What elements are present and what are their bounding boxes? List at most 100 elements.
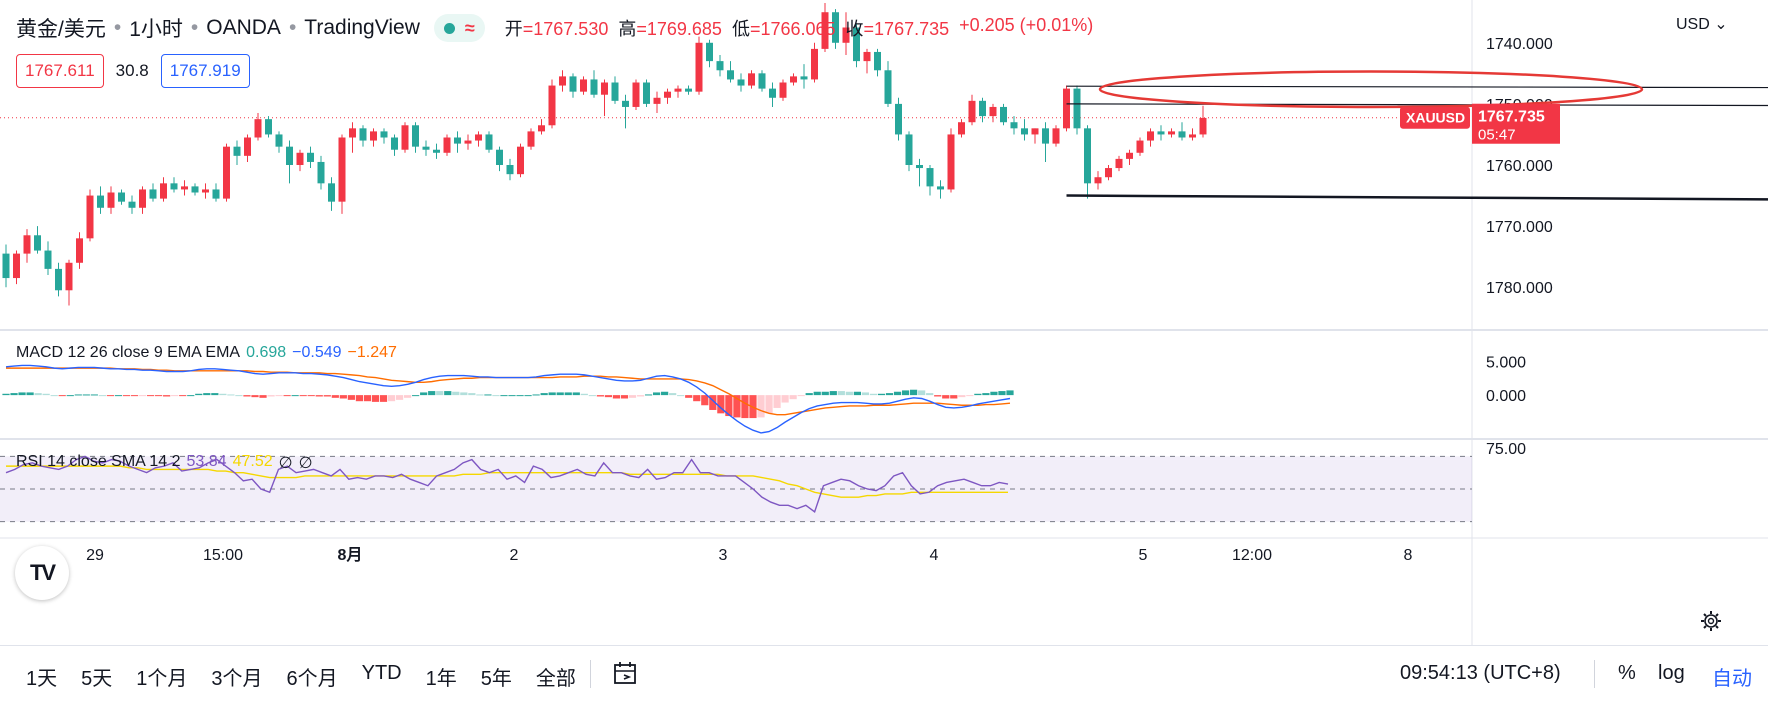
macd-signal-line	[6, 368, 1010, 415]
macd-histogram-bar	[420, 392, 427, 395]
candle-body	[601, 83, 608, 95]
trend-line-middle-line	[1067, 104, 1768, 106]
candle-body	[465, 141, 472, 144]
range-button[interactable]: 5年	[469, 662, 524, 691]
macd-histogram-bar	[629, 395, 636, 398]
macd-histogram-bar	[549, 392, 556, 395]
macd-histogram-bar	[966, 395, 973, 396]
candle-body	[717, 61, 724, 70]
candle-body	[874, 52, 881, 70]
macd-histogram-bar	[35, 393, 42, 395]
toolbar-divider	[590, 660, 591, 688]
macd-histogram-bar	[870, 394, 877, 395]
macd-histogram-bar	[2, 394, 9, 395]
last-price-label: 1767.735	[1478, 109, 1545, 126]
macd-histogram-bar	[259, 395, 266, 398]
macd-histogram-bar	[918, 390, 925, 395]
macd-histogram-bar	[589, 395, 596, 396]
candle-body	[55, 269, 62, 290]
macd-histogram-bar	[854, 392, 861, 395]
macd-histogram-bar	[910, 390, 917, 395]
candle-body	[34, 235, 41, 250]
macd-histogram-bar	[621, 395, 628, 398]
macd-histogram-bar	[950, 395, 957, 398]
macd-histogram-bar	[886, 393, 893, 395]
range-button[interactable]: 全部	[524, 662, 588, 691]
candle-body	[223, 147, 230, 199]
range-button[interactable]: 1年	[414, 662, 469, 691]
tradingview-logo[interactable]: TV	[15, 546, 69, 600]
macd-histogram-bar	[187, 395, 194, 396]
time-tick-label: 2	[510, 547, 519, 564]
symbol-name[interactable]: 黄金/美元	[16, 13, 106, 43]
time-tick-label: 12:00	[1232, 547, 1272, 564]
toolbar-divider	[1594, 660, 1595, 688]
range-button[interactable]: 3个月	[199, 662, 274, 691]
candle-body	[76, 238, 83, 262]
rsi-tick-label: 75.00	[1486, 441, 1526, 458]
candle-body	[328, 183, 335, 201]
range-button[interactable]: 6个月	[275, 662, 350, 691]
candle-body	[811, 49, 818, 80]
clock-timezone[interactable]: 09:54:13 (UTC+8)	[1400, 662, 1561, 685]
interval-label[interactable]: 1小时	[129, 13, 183, 43]
gear-icon[interactable]	[1700, 610, 1722, 632]
ask-button[interactable]: 1767.919	[161, 54, 250, 88]
candle-body	[706, 43, 713, 61]
time-tick-label: 5	[1139, 547, 1148, 564]
rsi-value: 53.84	[187, 453, 227, 473]
range-button[interactable]: 1个月	[124, 662, 199, 691]
candle-body	[1021, 128, 1028, 134]
range-button[interactable]: YTD	[350, 662, 414, 691]
price-tick-label: 1780.000	[1486, 280, 1553, 297]
log-toggle[interactable]: log	[1658, 662, 1685, 685]
candle-body	[1032, 128, 1039, 134]
auto-scale-toggle[interactable]: 自动	[1712, 662, 1752, 691]
macd-histogram-bar	[388, 395, 395, 401]
range-button[interactable]: 5天	[69, 662, 124, 691]
candle-body	[234, 147, 241, 156]
candle-body	[643, 83, 650, 104]
macd-histogram-bar	[243, 395, 250, 396]
rsi-legend[interactable]: RSI 14 close SMA 14 2 53.84 47.52 ∅ ∅	[16, 453, 313, 473]
candle-body	[454, 138, 461, 144]
candle-body	[1000, 107, 1007, 122]
range-button[interactable]: 1天	[14, 662, 69, 691]
macd-histogram-bar	[942, 395, 949, 398]
candle-body	[370, 131, 377, 140]
symbol-header[interactable]: 黄金/美元 • 1小时 • OANDA • TradingView ≈ 开=17…	[16, 14, 1093, 42]
candle-body	[1137, 141, 1144, 153]
separator-dot: •	[114, 16, 121, 40]
candle-body	[790, 76, 797, 82]
macd-histogram-bar	[476, 394, 483, 395]
market-status[interactable]: ≈	[434, 14, 485, 42]
candle-body	[496, 150, 503, 165]
currency-selector[interactable]: USD ⌄	[1676, 14, 1728, 34]
candle-body	[958, 122, 965, 134]
macd-histogram-bar	[934, 395, 941, 396]
goto-date-icon[interactable]	[612, 661, 640, 687]
macd-histogram-bar	[500, 395, 507, 396]
macd-histogram-bar	[581, 394, 588, 395]
macd-histogram-bar	[830, 391, 837, 395]
macd-histogram-bar	[26, 392, 33, 395]
macd-histogram-bar	[573, 392, 580, 395]
quote-panel: 1767.611 30.8 1767.919	[16, 54, 250, 88]
macd-histogram-bar	[139, 395, 146, 396]
rsi-extra-1: ∅	[279, 453, 293, 473]
candle-body	[664, 92, 671, 98]
bid-button[interactable]: 1767.611	[16, 54, 104, 88]
macd-histogram-bar	[404, 395, 411, 398]
macd-legend[interactable]: MACD 12 26 close 9 EMA EMA 0.698 −0.549 …	[16, 344, 397, 362]
candle-body	[433, 150, 440, 153]
candle-body	[129, 202, 136, 208]
macd-hist-value: 0.698	[246, 344, 286, 362]
ohlc-open-value: =1767.530	[523, 19, 609, 39]
macd-histogram-bar	[59, 395, 66, 396]
candle-body	[748, 73, 755, 85]
macd-histogram-bar	[219, 394, 226, 395]
percent-toggle[interactable]: %	[1618, 662, 1636, 685]
platform-label: TradingView	[304, 16, 420, 40]
macd-histogram-bar	[974, 394, 981, 395]
macd-tick-label: 0.000	[1486, 388, 1526, 405]
